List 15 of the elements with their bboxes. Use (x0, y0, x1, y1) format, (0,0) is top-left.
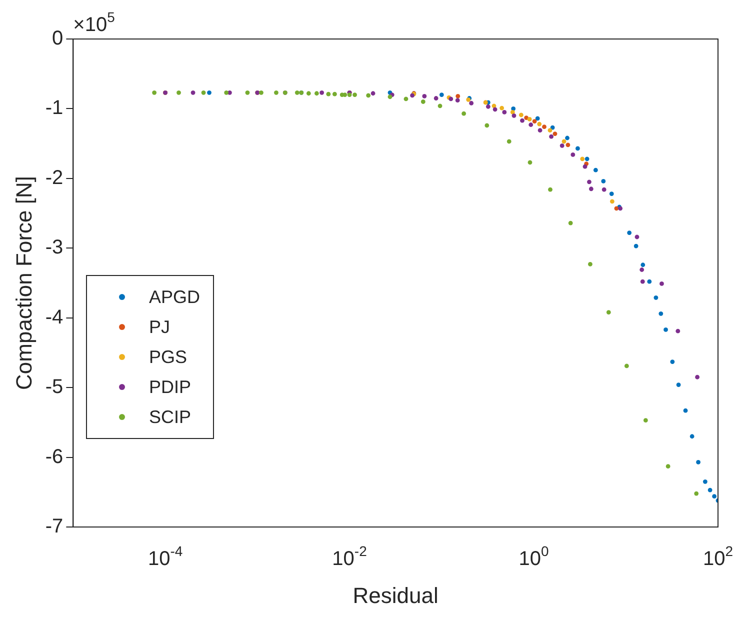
y-tick-label: 0 (52, 28, 64, 50)
legend-label: PJ (149, 316, 170, 338)
y-tick-label: -3 (45, 236, 64, 259)
y-tick-label: -5 (45, 376, 64, 398)
legend-label: PDIP (149, 376, 192, 398)
y-tick-label: -7 (45, 516, 64, 538)
x-axis-title: Residual (352, 583, 438, 608)
legend-label: PGS (149, 346, 188, 368)
y-tick-label: -6 (45, 446, 64, 468)
legend-label: APGD (149, 286, 200, 308)
y-tick-label: -1 (45, 97, 64, 120)
legend-label: SCIP (149, 406, 192, 428)
y-tick-label: -2 (45, 166, 64, 189)
y-axis-title: Compaction Force [N] (11, 176, 36, 390)
y-tick-label: -4 (45, 306, 64, 328)
